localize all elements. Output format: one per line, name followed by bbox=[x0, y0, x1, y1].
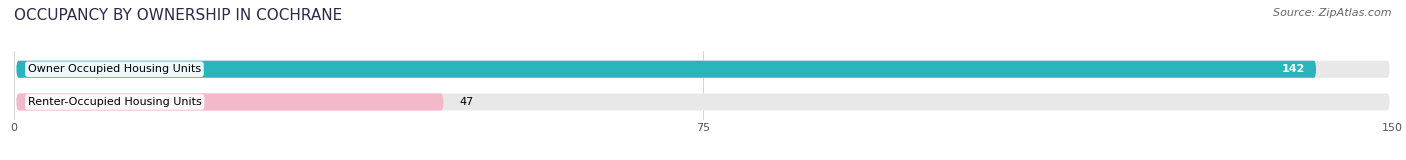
Text: Renter-Occupied Housing Units: Renter-Occupied Housing Units bbox=[28, 97, 201, 107]
FancyBboxPatch shape bbox=[17, 93, 1389, 111]
FancyBboxPatch shape bbox=[17, 93, 443, 111]
Text: 142: 142 bbox=[1281, 64, 1305, 74]
Text: 47: 47 bbox=[460, 97, 474, 107]
FancyBboxPatch shape bbox=[17, 61, 1389, 78]
Text: Source: ZipAtlas.com: Source: ZipAtlas.com bbox=[1274, 8, 1392, 18]
FancyBboxPatch shape bbox=[17, 61, 1316, 78]
Text: OCCUPANCY BY OWNERSHIP IN COCHRANE: OCCUPANCY BY OWNERSHIP IN COCHRANE bbox=[14, 8, 342, 23]
Text: Owner Occupied Housing Units: Owner Occupied Housing Units bbox=[28, 64, 201, 74]
